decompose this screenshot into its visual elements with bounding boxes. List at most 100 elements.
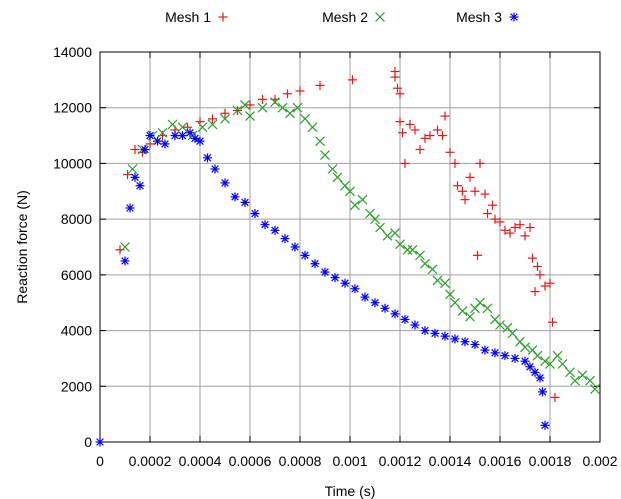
data-point bbox=[460, 195, 470, 205]
data-point bbox=[407, 244, 418, 255]
data-point bbox=[258, 94, 267, 104]
legend-item-3: Mesh 3 bbox=[456, 9, 519, 25]
data-point bbox=[315, 136, 325, 147]
data-point bbox=[420, 133, 430, 143]
data-point bbox=[307, 122, 318, 133]
data-point bbox=[585, 375, 595, 386]
x-axis-label: Time (s) bbox=[325, 483, 376, 499]
data-point bbox=[532, 350, 543, 361]
data-point bbox=[482, 303, 493, 314]
data-point bbox=[300, 113, 310, 124]
data-point bbox=[540, 356, 550, 367]
legend-label: Mesh 1 bbox=[165, 9, 211, 25]
data-point bbox=[207, 119, 218, 130]
data-point bbox=[395, 117, 405, 127]
data-point bbox=[160, 139, 170, 149]
data-point bbox=[382, 230, 393, 241]
data-point bbox=[203, 153, 212, 163]
data-point bbox=[438, 131, 447, 141]
data-point bbox=[130, 172, 140, 182]
data-point bbox=[400, 158, 410, 168]
data-point bbox=[530, 287, 540, 297]
data-point bbox=[520, 231, 530, 241]
data-point bbox=[427, 264, 438, 275]
data-point bbox=[195, 136, 205, 146]
data-point bbox=[415, 250, 425, 261]
data-point bbox=[420, 326, 430, 336]
data-point bbox=[557, 359, 568, 369]
data-point bbox=[515, 220, 525, 230]
data-point bbox=[330, 273, 340, 283]
data-point bbox=[332, 172, 343, 183]
data-point bbox=[320, 150, 330, 160]
data-point bbox=[123, 170, 132, 180]
data-point bbox=[220, 178, 230, 188]
data-point bbox=[490, 214, 500, 224]
y-axis-label: Reaction force (N) bbox=[14, 190, 30, 304]
data-point bbox=[475, 297, 485, 308]
data-point bbox=[528, 253, 537, 263]
legend-marker bbox=[509, 12, 519, 22]
data-point bbox=[535, 270, 545, 280]
data-point bbox=[327, 164, 338, 174]
data-point bbox=[270, 97, 280, 108]
data-point bbox=[95, 437, 105, 447]
data-point bbox=[490, 348, 500, 358]
data-point bbox=[178, 131, 187, 141]
series-1 bbox=[115, 67, 560, 402]
x-tick-label: 0 bbox=[96, 453, 104, 469]
data-point bbox=[190, 133, 200, 143]
data-point bbox=[270, 225, 280, 235]
data-point bbox=[550, 392, 560, 402]
data-point bbox=[348, 75, 357, 85]
data-point bbox=[245, 100, 255, 110]
data-point bbox=[540, 281, 550, 291]
legend-item-2: Mesh 2 bbox=[322, 9, 385, 25]
data-point bbox=[153, 136, 162, 146]
y-tick-label: 10000 bbox=[53, 155, 92, 171]
data-point bbox=[500, 225, 510, 235]
data-point bbox=[505, 228, 515, 238]
data-point bbox=[115, 245, 125, 255]
data-point bbox=[177, 122, 188, 133]
axis-ticks: 0 0.0002 0.0004 0.0006 0.0008 0.001 0.0012 0.00… bbox=[53, 44, 618, 469]
data-point bbox=[390, 72, 400, 82]
data-point bbox=[240, 100, 250, 110]
data-point bbox=[210, 164, 220, 174]
data-point bbox=[140, 145, 150, 154]
data-point bbox=[395, 239, 405, 250]
legend: Mesh 1 Mesh 2 Mesh 3 bbox=[165, 9, 519, 25]
x-tick-label: 0.0018 bbox=[529, 453, 572, 469]
data-point bbox=[480, 189, 490, 199]
data-point bbox=[405, 119, 415, 129]
data-point bbox=[245, 111, 255, 121]
data-point bbox=[453, 181, 462, 191]
x-tick-label: 0.002 bbox=[582, 453, 617, 469]
data-point bbox=[375, 222, 385, 233]
data-marks bbox=[95, 67, 600, 447]
y-tick-label: 6000 bbox=[61, 267, 92, 283]
data-point bbox=[130, 145, 140, 154]
data-point bbox=[425, 131, 435, 141]
data-point bbox=[390, 228, 400, 238]
data-point bbox=[285, 108, 295, 119]
data-point bbox=[290, 242, 300, 252]
data-point bbox=[457, 306, 468, 316]
data-point bbox=[120, 242, 130, 252]
data-point bbox=[473, 250, 482, 260]
data-point bbox=[548, 317, 557, 327]
data-point bbox=[540, 420, 550, 430]
data-point bbox=[145, 139, 155, 149]
data-point bbox=[395, 89, 405, 99]
data-point bbox=[357, 194, 368, 205]
data-point bbox=[340, 278, 350, 288]
data-point bbox=[545, 278, 555, 288]
data-point bbox=[440, 331, 450, 341]
data-point bbox=[475, 158, 485, 168]
data-point bbox=[432, 275, 443, 286]
series-3 bbox=[95, 128, 550, 447]
data-point bbox=[360, 292, 370, 302]
data-point bbox=[450, 158, 460, 168]
data-point bbox=[538, 387, 547, 397]
y-tick-label: 2000 bbox=[61, 378, 92, 394]
